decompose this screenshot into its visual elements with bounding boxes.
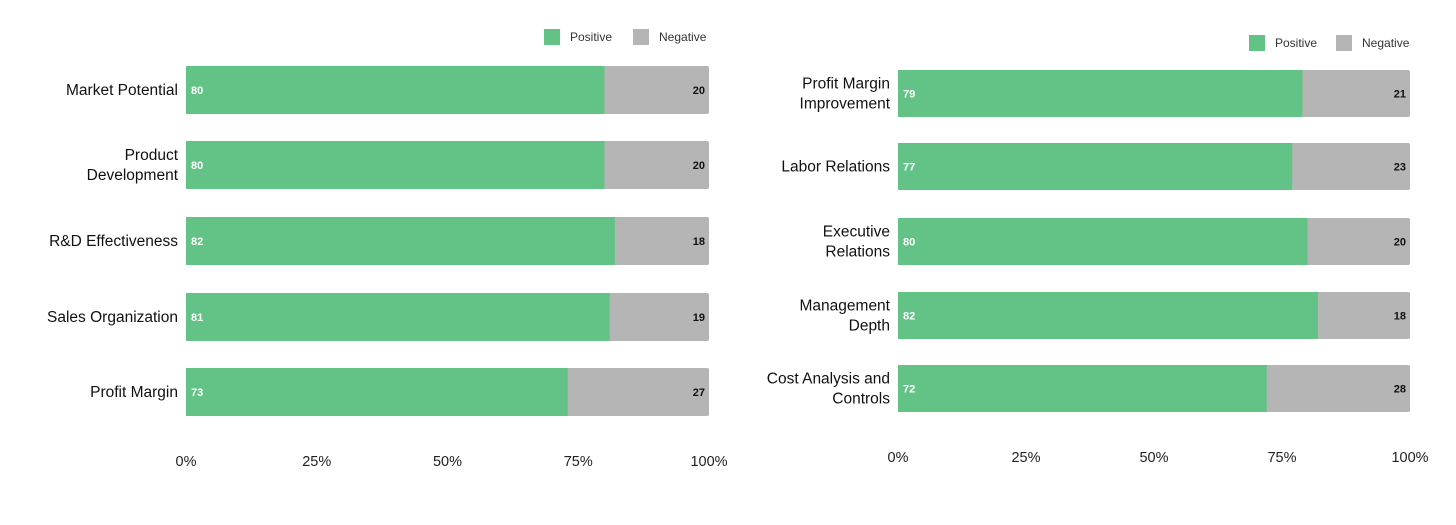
legend-label-positive: Positive bbox=[1275, 36, 1317, 50]
category-label: Market Potential bbox=[66, 82, 178, 99]
value-label-positive: 72 bbox=[903, 384, 915, 396]
legend-label-negative: Negative bbox=[1362, 36, 1410, 50]
legend-label-positive: Positive bbox=[570, 30, 612, 44]
legend-swatch-negative bbox=[633, 29, 649, 45]
value-label-positive: 80 bbox=[191, 160, 203, 172]
x-tick-label: 75% bbox=[1267, 450, 1296, 466]
category-label: Product Development bbox=[87, 147, 179, 184]
x-tick-label: 0% bbox=[176, 454, 197, 470]
value-label-negative: 19 bbox=[693, 312, 705, 324]
value-label-negative: 18 bbox=[1394, 311, 1406, 323]
value-label-positive: 80 bbox=[903, 237, 915, 249]
bar-positive bbox=[898, 365, 1267, 412]
legend-label-negative: Negative bbox=[659, 30, 707, 44]
value-label-positive: 82 bbox=[191, 236, 203, 248]
category-label: Cost Analysis and Controls bbox=[767, 371, 890, 408]
bar-positive bbox=[186, 217, 615, 265]
category-label: Executive Relations bbox=[823, 224, 890, 261]
category-label: Sales Organization bbox=[47, 309, 178, 326]
category-label: Labor Relations bbox=[781, 159, 890, 176]
x-tick-label: 25% bbox=[1011, 450, 1040, 466]
value-label-negative: 21 bbox=[1394, 89, 1406, 101]
legend-swatch-positive bbox=[1249, 35, 1265, 51]
x-tick-label: 50% bbox=[1139, 450, 1168, 466]
bar-positive bbox=[898, 292, 1318, 339]
x-tick-label: 0% bbox=[888, 450, 909, 466]
value-label-negative: 28 bbox=[1394, 384, 1406, 396]
value-label-negative: 20 bbox=[1394, 237, 1406, 249]
value-label-positive: 79 bbox=[903, 89, 915, 101]
value-label-positive: 77 bbox=[903, 162, 915, 174]
value-label-positive: 80 bbox=[191, 85, 203, 97]
bar-positive bbox=[186, 141, 605, 189]
value-label-negative: 20 bbox=[693, 85, 705, 97]
category-label: R&D Effectiveness bbox=[49, 233, 178, 250]
value-label-negative: 27 bbox=[693, 387, 705, 399]
value-label-positive: 82 bbox=[903, 311, 915, 323]
x-tick-label: 75% bbox=[564, 454, 593, 470]
bar-positive bbox=[898, 218, 1308, 265]
value-label-positive: 73 bbox=[191, 387, 203, 399]
x-tick-label: 100% bbox=[690, 454, 727, 470]
bar-positive bbox=[186, 368, 568, 416]
category-label: Profit Margin bbox=[90, 384, 178, 401]
value-label-negative: 18 bbox=[693, 236, 705, 248]
value-label-negative: 20 bbox=[693, 160, 705, 172]
category-label: Profit Margin Improvement bbox=[800, 76, 891, 113]
bar-positive bbox=[898, 143, 1293, 190]
value-label-positive: 81 bbox=[191, 312, 203, 324]
bar-positive bbox=[186, 66, 605, 114]
bar-positive bbox=[186, 293, 610, 341]
legend-swatch-negative bbox=[1336, 35, 1352, 51]
legend-swatch-positive bbox=[544, 29, 560, 45]
category-label: Management Depth bbox=[800, 298, 891, 335]
x-tick-label: 25% bbox=[302, 454, 331, 470]
bar-positive bbox=[898, 70, 1303, 117]
value-label-negative: 23 bbox=[1394, 162, 1406, 174]
x-tick-label: 100% bbox=[1391, 450, 1428, 466]
x-tick-label: 50% bbox=[433, 454, 462, 470]
